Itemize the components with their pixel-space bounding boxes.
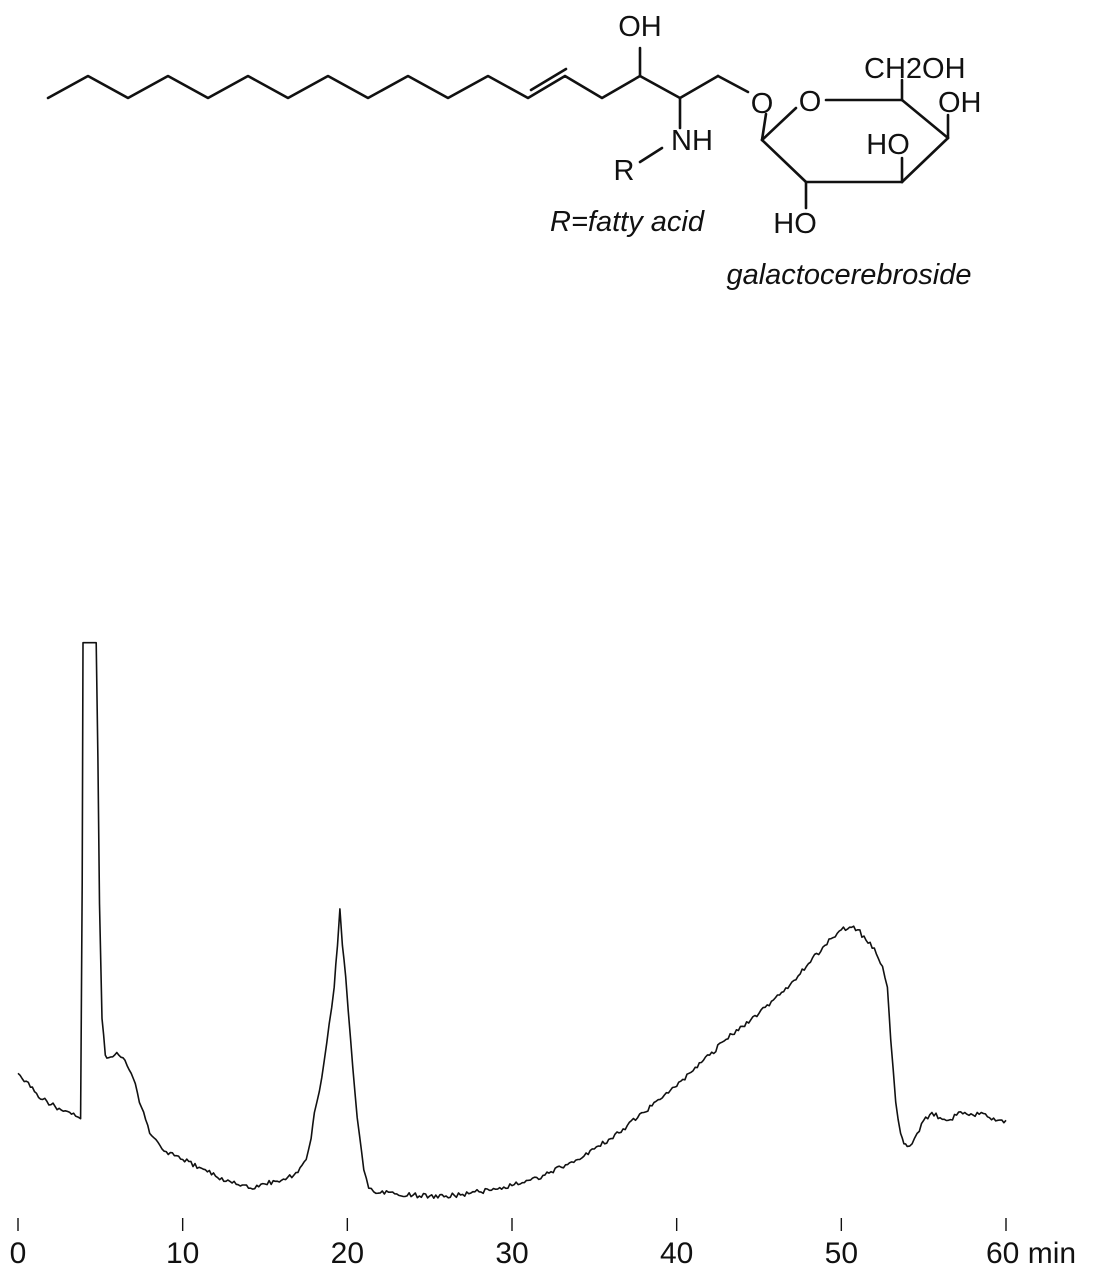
x-tick-label-0: 0 bbox=[10, 1237, 27, 1267]
atom-label-nh: NH bbox=[671, 125, 713, 157]
sphingosine-chain-bond bbox=[46, 74, 720, 100]
atom-label-ho-upper: HO bbox=[866, 129, 910, 161]
chromatogram-trace-0 bbox=[17, 641, 1007, 1199]
ring-bond-c1-c2 bbox=[760, 138, 808, 184]
glycosidic-bond bbox=[760, 112, 768, 142]
x-tick-label-30: 30 bbox=[495, 1237, 528, 1267]
atom-label-oh-ring: OH bbox=[938, 87, 982, 119]
x-tick-label-10: 10 bbox=[166, 1237, 199, 1267]
atom-label-ho-lower: HO bbox=[773, 208, 817, 240]
x-tick-label-50: 50 bbox=[825, 1237, 858, 1267]
ring-bond-o-c1 bbox=[760, 106, 798, 142]
atom-label-o-ring: O bbox=[799, 86, 822, 118]
ring-bond-c4-c5 bbox=[900, 98, 950, 140]
trace-layer bbox=[17, 641, 1007, 1199]
x-tick-label-40: 40 bbox=[660, 1237, 693, 1267]
x-axis: 0 10 20 30 40 50 60 min bbox=[10, 1218, 1076, 1267]
structure-caption-name: galactocerebroside bbox=[726, 259, 971, 291]
c1-o-bond bbox=[716, 74, 750, 94]
atom-label-oh-chain: OH bbox=[618, 11, 662, 43]
atom-label-r: R bbox=[614, 155, 635, 187]
trans-double-bond bbox=[529, 67, 568, 92]
x-tick-label-60: 60 min bbox=[986, 1237, 1076, 1267]
x-tick-label-20: 20 bbox=[331, 1237, 364, 1267]
r-nh-bond bbox=[638, 146, 664, 164]
ring-bond-c3-c4 bbox=[900, 136, 950, 184]
atom-label-ch2oh: CH2OH bbox=[864, 53, 966, 85]
atom-label-o-ether: O bbox=[751, 88, 774, 120]
structure-caption-r: R=fatty acid bbox=[550, 206, 705, 238]
galactocerebroside-structure: OH NH R O O CH2OH OH HO HO R=fatty acid … bbox=[46, 11, 982, 291]
